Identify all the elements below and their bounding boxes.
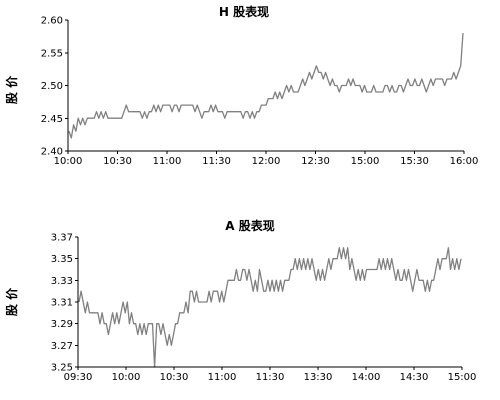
- chart-h-y-tick-label: 2.45: [41, 114, 63, 125]
- chart-h-y-tick-label: 2.40: [41, 147, 63, 158]
- chart-h-y-tick-label: 2.55: [41, 48, 63, 59]
- chart-a-x-tick-label: 11:30: [256, 372, 285, 383]
- chart-a-y-tick-label: 3.35: [51, 254, 73, 265]
- chart-h-x-tick-label: 11:30: [202, 156, 231, 167]
- chart-a-title: A 股表现: [225, 218, 274, 233]
- chart-a-x-tick-label: 11:00: [208, 372, 237, 383]
- chart-a-shares: A 股表现 股 价 3.37 3.35 3.33 3.31 3.29 3.27 3.25 0…: [4, 218, 476, 383]
- chart-a-x-tick-label: 14:00: [352, 372, 381, 383]
- chart-a-y-tick-label: 3.29: [51, 319, 73, 330]
- chart-h-y-tick-label: 2.60: [41, 16, 63, 27]
- chart-a-y-tick-label: 3.33: [51, 276, 73, 287]
- chart-a-y-tick-label: 3.31: [51, 298, 73, 309]
- chart-h-title: H 股表现: [219, 4, 269, 19]
- chart-a-y-tick-label: 3.27: [51, 341, 73, 352]
- chart-a-y-tick-label: 3.37: [51, 233, 73, 244]
- chart-a-x-tick-label: 13:30: [304, 372, 333, 383]
- chart-h-x-tick-label: 16:00: [450, 156, 479, 167]
- chart-h-x-tick-label: 12:00: [252, 156, 281, 167]
- chart-h-x-tick-label: 15:30: [400, 156, 429, 167]
- chart-h-y-tick-label: 2.50: [41, 81, 63, 92]
- chart-a-x-tick-label: 10:30: [160, 372, 189, 383]
- chart-a-x-tick-label: 09:30: [64, 372, 93, 383]
- chart-h-x-tick-label: 11:00: [153, 156, 182, 167]
- chart-a-y-tick-label: 3.25: [51, 363, 73, 374]
- chart-h-ylabel: 股 价: [4, 75, 19, 104]
- chart-h-shares: H 股表现 股 价 2.60 2.55 2.50 2.45 2.40 10:00 10:3…: [4, 4, 478, 167]
- chart-h-x-tick-label: 10:30: [103, 156, 132, 167]
- chart-a-x-tick-label: 15:00: [448, 372, 477, 383]
- chart-a-ylabel: 股 价: [4, 287, 19, 316]
- chart-h-x-tick-label: 12:30: [301, 156, 330, 167]
- chart-h-x-tick-label: 15:00: [351, 156, 380, 167]
- chart-a-x-tick-label: 10:00: [112, 372, 141, 383]
- chart-h-price-line: [68, 33, 464, 139]
- chart-a-x-tick-label: 14:30: [400, 372, 429, 383]
- chart-h-x-tick-label: 10:00: [54, 156, 83, 167]
- chart-a-price-line: [78, 247, 462, 368]
